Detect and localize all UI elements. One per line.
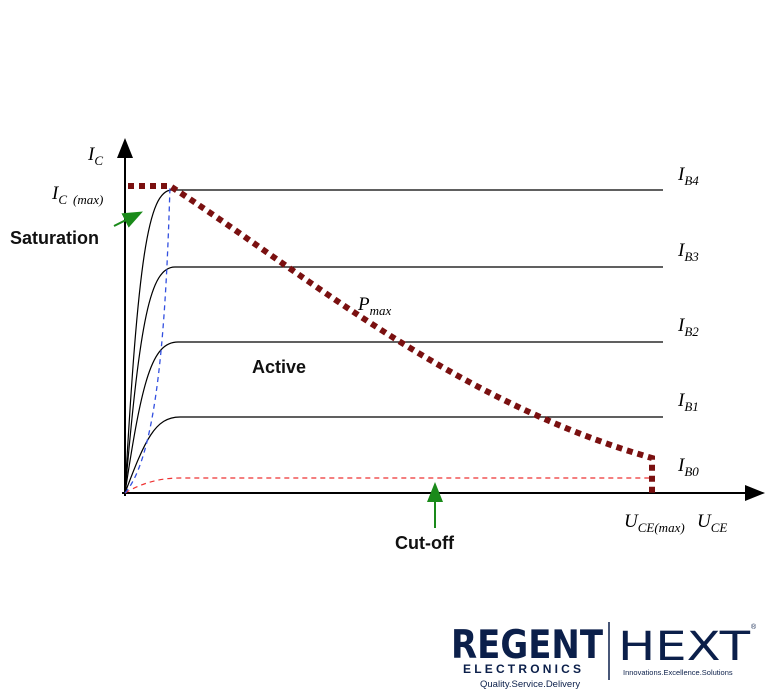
ib-label: IB1 xyxy=(677,390,699,414)
ib-curves xyxy=(124,189,663,494)
saturation-label: Saturation xyxy=(10,228,99,248)
ib-label: IB3 xyxy=(677,240,699,264)
uce-label: UCE xyxy=(697,511,727,535)
ib0-curve xyxy=(124,477,652,494)
saturation-arrow xyxy=(113,211,143,228)
cutoff-label: Cut-off xyxy=(395,533,455,553)
logo-left-tagline: Quality.Service.Delivery xyxy=(480,679,580,690)
logo-left: REGENT xyxy=(451,623,603,668)
ic-max-label: IC (max) xyxy=(51,183,103,207)
logo: REGENT ELECTRONICS Quality.Service.Deliv… xyxy=(451,622,757,690)
ic-label: IC xyxy=(87,144,103,168)
saturation-boundary xyxy=(124,185,171,494)
uce-max-label: UCE(max) xyxy=(624,511,685,535)
active-label: Active xyxy=(252,357,306,377)
logo-left-sub: ELECTRONICS xyxy=(463,662,584,676)
pmax-curve xyxy=(128,183,655,493)
logo-mark: ® xyxy=(751,623,757,631)
logo-right: HEXT xyxy=(618,624,751,670)
logo-right-tagline: Innovations.Excellence.Solutions xyxy=(623,668,733,677)
ib-label: IB4 xyxy=(677,164,699,188)
ib-label: IB2 xyxy=(677,315,699,339)
ib-label: IB0 xyxy=(677,455,699,479)
pmax-label: Pmax xyxy=(357,294,391,318)
